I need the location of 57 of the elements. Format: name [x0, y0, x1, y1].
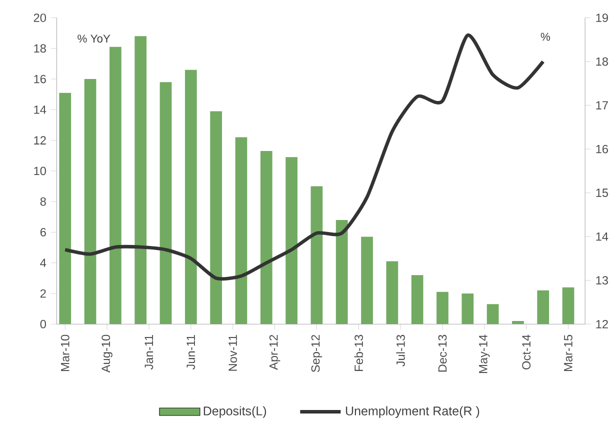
legend-label: Deposits(L)	[204, 406, 266, 418]
bar	[184, 70, 197, 324]
x-tick-label: Feb-13	[354, 334, 363, 372]
bar	[537, 290, 550, 324]
x-tick-label: May-14	[479, 334, 490, 374]
y-tick-label: 18	[34, 44, 46, 53]
y-tick-label: 2	[40, 289, 46, 298]
y2-tick-label: 14	[596, 232, 608, 241]
x-tick-label: Aug-10	[102, 334, 112, 373]
x-tick-label: Apr-12	[269, 335, 280, 370]
y-tick-label: 16	[34, 74, 46, 84]
x-tick-label: Nov-11	[228, 335, 237, 371]
x-tick-label: Mar-10	[60, 334, 70, 372]
x-tick-label: Mar-15	[564, 334, 572, 372]
y2-tick-label: 19	[596, 14, 608, 22]
bar	[160, 82, 172, 324]
x-tick-label: Oct-14	[522, 334, 531, 370]
bar	[512, 321, 524, 324]
y-tick-label: 8	[40, 197, 46, 206]
bar	[134, 36, 147, 324]
bar	[562, 287, 574, 324]
y-tick-label: 4	[40, 258, 46, 267]
bar	[486, 304, 499, 324]
bar	[110, 46, 122, 324]
x-tick-label: Jun-11	[186, 335, 196, 370]
y2-tick-label: 16	[596, 144, 608, 154]
y2-tick-label: 15	[596, 188, 608, 198]
y-tick-label: 0	[40, 320, 46, 328]
y2-tick-label: 12	[596, 320, 608, 328]
bar	[210, 111, 222, 324]
y-axis-title: % YoY	[78, 34, 110, 43]
bar	[310, 186, 323, 324]
bar	[235, 137, 248, 324]
y2-tick-label: 17	[596, 101, 608, 110]
bar	[260, 151, 272, 324]
bar	[84, 79, 96, 324]
bar	[462, 294, 474, 324]
y2-tick-label: 18	[596, 57, 608, 66]
y-tick-label: 6	[40, 228, 46, 236]
y-tick-label: 10	[34, 166, 46, 176]
x-tick-label: Sep-12	[311, 335, 322, 372]
y-tick-label: 20	[34, 14, 46, 22]
bar	[361, 236, 373, 324]
bar	[436, 292, 448, 324]
bar	[411, 275, 424, 324]
y-tick-label: 12	[34, 136, 46, 145]
bar	[286, 157, 298, 324]
bar	[59, 92, 72, 324]
y2-tick-label: 13	[596, 276, 608, 285]
y2-axis-title: %	[540, 32, 550, 41]
y-tick-label: 14	[34, 106, 46, 114]
x-tick-label: Jan-11	[144, 335, 154, 370]
legend-label: Unemployment Rate(R )	[346, 406, 480, 418]
bar	[336, 220, 348, 324]
x-tick-label: Dec-13	[438, 334, 447, 372]
bar	[386, 261, 398, 324]
x-tick-label: Jul-13	[396, 334, 405, 367]
